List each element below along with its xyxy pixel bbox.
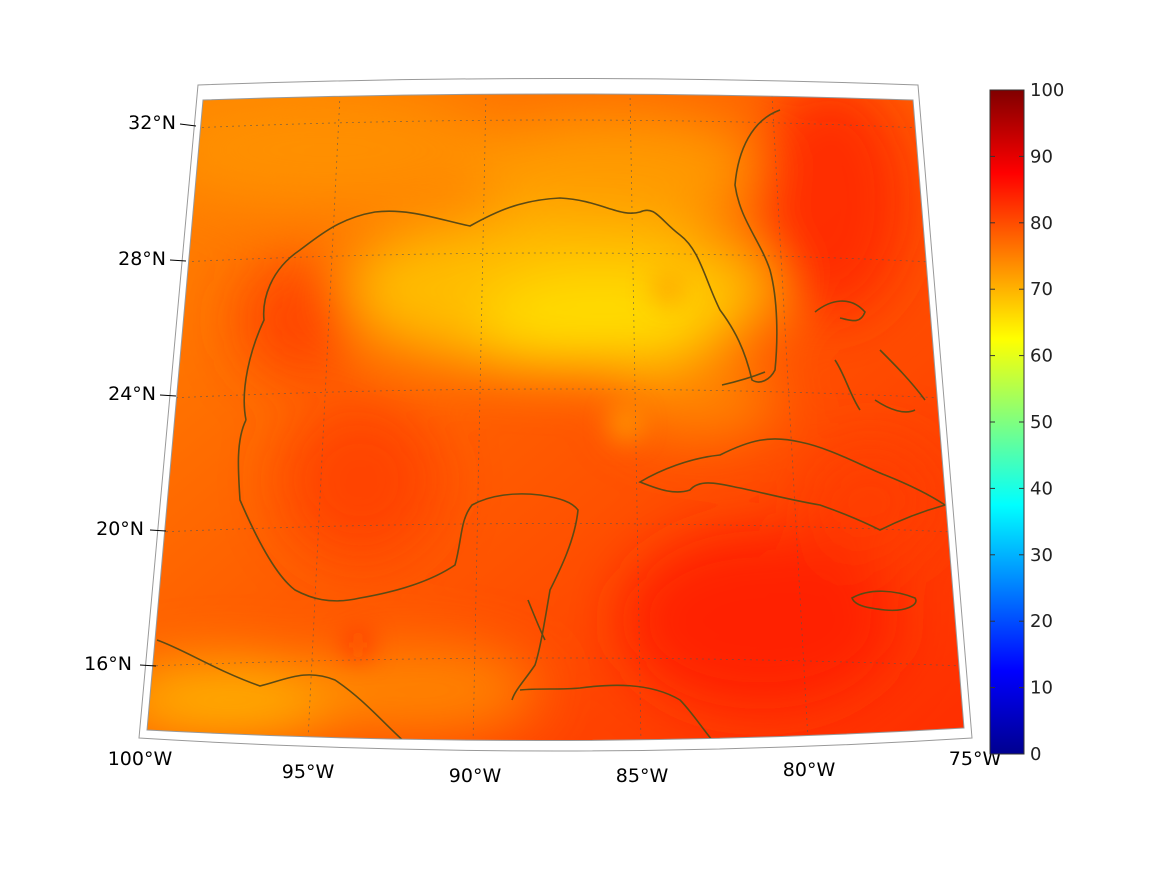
- lon-label-75w: 75°W: [949, 748, 1002, 770]
- latitude-axis: 32°N 28°N 24°N 20°N 16°N: [84, 112, 197, 675]
- colorbar-ticks: 0 10 20 30 40 50 60 70 80 90 100: [990, 80, 1064, 765]
- jamaica-coastline: [851, 590, 917, 612]
- graticule: [149, 94, 964, 741]
- cuba-coastline: [638, 438, 947, 531]
- colorbar-tick-label: 40: [1030, 478, 1053, 499]
- colorbar-tick-label: 10: [1030, 678, 1053, 699]
- humidity-field: [147, 94, 964, 741]
- colorbar-tick-label: 100: [1030, 80, 1064, 101]
- lon-label-80w: 80°W: [783, 759, 836, 781]
- honduras-coastline: [519, 684, 713, 741]
- longitude-axis: 100°W 95°W 90°W 85°W 80°W 75°W: [108, 748, 1002, 787]
- gulf-coastline: [243, 109, 781, 421]
- map-frame-outer: [138, 78, 973, 752]
- colorbar-tick-label: 50: [1030, 412, 1053, 433]
- lat-label-28n: 28°N: [118, 248, 166, 270]
- colorbar-gradient: [989, 89, 1025, 755]
- colorbar-tick-label: 30: [1030, 545, 1053, 566]
- lon-label-85w: 85°W: [616, 765, 669, 787]
- map-frame: [146, 93, 965, 742]
- lon-label-100w: 100°W: [108, 748, 173, 770]
- coastlines: [156, 109, 947, 741]
- lat-label-20n: 20°N: [96, 518, 144, 540]
- florida-keys: [721, 371, 766, 386]
- colorbar-tick-label: 90: [1030, 146, 1053, 167]
- lat-label-24n: 24°N: [108, 383, 156, 405]
- colorbar-tick-label: 70: [1030, 279, 1053, 300]
- bahamas-coastline: [814, 300, 926, 413]
- mexico-west-coastline: [237, 419, 579, 701]
- colorbar-tick-label: 20: [1030, 611, 1053, 632]
- yucatan-islands: [527, 599, 546, 641]
- lat-label-32n: 32°N: [128, 112, 176, 134]
- lon-label-95w: 95°W: [282, 761, 335, 783]
- lon-label-90w: 90°W: [449, 765, 502, 787]
- colorbar: 0 10 20 30 40 50 60 70 80 90 100: [989, 80, 1064, 765]
- colorbar-tick-label: 80: [1030, 213, 1053, 234]
- colorbar-tick-label: 60: [1030, 346, 1053, 367]
- lat-label-16n: 16°N: [84, 653, 132, 675]
- central-america-coastline: [156, 639, 409, 741]
- colorbar-tick-label: 0: [1030, 744, 1041, 765]
